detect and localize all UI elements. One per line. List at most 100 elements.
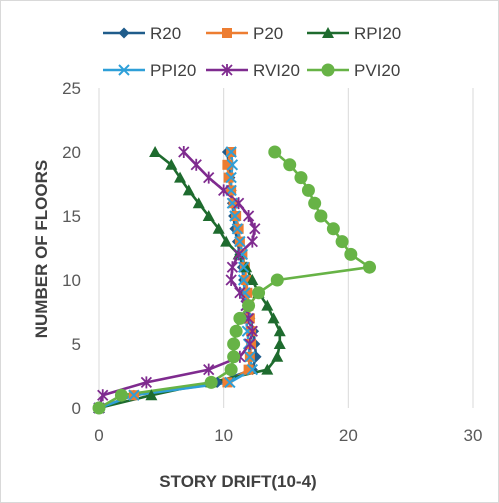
data-point-pvi20 <box>308 196 322 210</box>
data-point-rpi20 <box>145 389 158 401</box>
data-point-rvi20 <box>225 274 237 286</box>
data-point-rvi20 <box>178 146 190 158</box>
data-point-pvi20 <box>335 235 349 249</box>
legend-marker-p20 <box>222 28 232 38</box>
x-tick-label: 20 <box>339 426 358 445</box>
x-tick-label: 10 <box>214 426 233 445</box>
data-point-pvi20 <box>344 247 358 261</box>
data-point-ppi20 <box>246 363 259 376</box>
data-point-pvi20 <box>301 183 315 197</box>
y-tick-label: 0 <box>72 399 81 418</box>
x-tick-label: 30 <box>464 426 483 445</box>
legend-marker-pvi20 <box>321 63 335 77</box>
data-point-pvi20 <box>314 209 328 223</box>
data-point-p20 <box>243 364 254 375</box>
data-point-pvi20 <box>283 158 297 172</box>
data-point-pvi20 <box>252 286 266 300</box>
data-point-rvi20 <box>249 222 261 235</box>
data-point-ppi20 <box>234 235 246 248</box>
data-point-rvi20 <box>244 338 256 350</box>
data-point-pvi20 <box>233 311 247 325</box>
y-axis-title: NUMBER OF FLOORS <box>32 160 51 339</box>
y-tick-label: 15 <box>62 207 81 226</box>
legend-marker-ppi20 <box>118 64 130 76</box>
data-point-p20 <box>222 159 233 170</box>
series-markers <box>92 145 377 415</box>
data-point-pvi20 <box>268 145 282 159</box>
data-point-rvi20 <box>242 210 255 222</box>
data-point-rvi20 <box>97 389 109 402</box>
data-point-rpi20 <box>149 146 162 157</box>
x-axis-title: STORY DRIFT(10-4) <box>159 472 316 491</box>
data-point-rvi20 <box>140 376 153 389</box>
data-point-p20 <box>222 377 233 388</box>
data-point-pvi20 <box>229 324 243 338</box>
y-tick-label: 25 <box>62 79 81 98</box>
legend-marker-rvi20 <box>221 64 233 76</box>
data-point-ppi20 <box>226 159 239 171</box>
legend-item-rvi20: RVI20 <box>206 61 300 80</box>
legend-marker-r20 <box>118 27 130 39</box>
data-point-rvi20 <box>203 363 215 376</box>
y-tick-label: 20 <box>62 143 81 162</box>
data-point-ppi20 <box>225 146 237 158</box>
data-point-pvi20 <box>270 273 284 287</box>
legend-label-pvi20: PVI20 <box>354 61 400 80</box>
data-point-rpi20 <box>212 222 225 234</box>
data-point-pvi20 <box>363 260 377 274</box>
data-point-rvi20 <box>232 197 245 210</box>
legend-label-rpi20: RPI20 <box>354 24 401 43</box>
data-point-rpi20 <box>261 299 274 311</box>
data-point-rvi20 <box>234 286 246 299</box>
data-point-pvi20 <box>227 337 241 351</box>
data-point-p20 <box>223 172 234 183</box>
data-point-rvi20 <box>218 184 230 197</box>
data-point-rpi20 <box>220 235 233 247</box>
legend-item-r20: R20 <box>103 24 181 43</box>
data-point-ppi20 <box>229 210 241 222</box>
data-point-rvi20 <box>246 325 258 338</box>
data-point-ppi20 <box>237 261 250 273</box>
data-point-rpi20 <box>273 338 286 349</box>
data-point-rvi20 <box>226 261 239 274</box>
data-point-ppi20 <box>239 287 251 299</box>
legend-item-pvi20: PVI20 <box>307 61 400 80</box>
y-tick-label: 10 <box>62 271 81 290</box>
data-point-pvi20 <box>204 375 218 389</box>
legend-item-p20: P20 <box>206 24 283 43</box>
data-point-ppi20 <box>241 325 254 337</box>
gridlines <box>223 88 474 408</box>
data-point-rpi20 <box>261 363 274 375</box>
data-point-pvi20 <box>114 388 128 402</box>
data-point-ppi20 <box>231 223 244 235</box>
y-tick-label: 5 <box>72 335 81 354</box>
legend-label-r20: R20 <box>150 24 181 43</box>
data-point-rpi20 <box>165 158 178 170</box>
legend-label-rvi20: RVI20 <box>253 61 300 80</box>
legend-label-p20: P20 <box>253 24 283 43</box>
data-point-rvi20 <box>190 158 202 171</box>
data-point-rpi20 <box>246 274 259 285</box>
data-point-rpi20 <box>182 184 195 196</box>
data-point-ppi20 <box>237 274 250 286</box>
data-point-p20 <box>241 275 252 285</box>
x-tick-label: 0 <box>94 426 103 445</box>
legend-marker-rpi20 <box>322 27 334 38</box>
data-point-ppi20 <box>225 171 237 184</box>
data-point-rvi20 <box>203 171 215 184</box>
legend: R20 P20 RPI20 PPI20 RVI20 PVI20 <box>103 24 401 80</box>
data-point-p20 <box>242 287 253 298</box>
data-point-rvi20 <box>232 248 245 261</box>
data-point-ppi20 <box>224 376 236 389</box>
legend-item-rpi20: RPI20 <box>307 24 401 43</box>
data-point-pvi20 <box>294 171 308 185</box>
legend-item-ppi20: PPI20 <box>103 61 196 80</box>
legend-label-ppi20: PPI20 <box>150 61 196 80</box>
data-point-rpi20 <box>267 312 280 324</box>
data-point-rpi20 <box>202 210 215 221</box>
data-point-pvi20 <box>227 350 241 364</box>
data-point-ppi20 <box>128 389 140 401</box>
data-point-ppi20 <box>244 351 256 363</box>
